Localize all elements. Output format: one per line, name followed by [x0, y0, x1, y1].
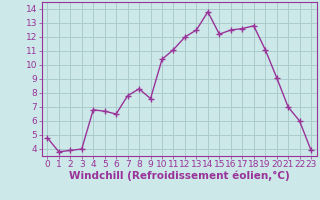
X-axis label: Windchill (Refroidissement éolien,°C): Windchill (Refroidissement éolien,°C) — [69, 171, 290, 181]
